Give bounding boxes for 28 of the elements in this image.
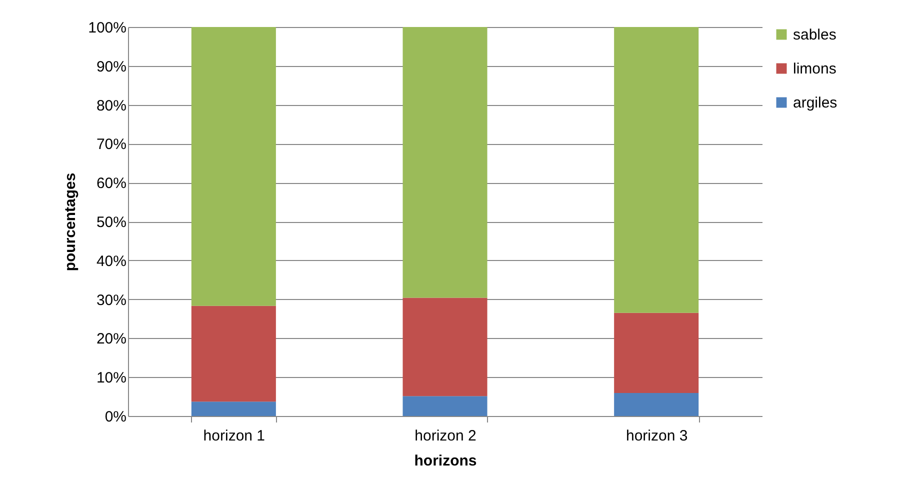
x-tick-label: horizon 1	[203, 428, 266, 444]
bar	[191, 402, 276, 416]
x-tick-label: horizon 2	[414, 428, 476, 444]
bar	[191, 306, 276, 402]
y-tick-label: 30%	[96, 292, 126, 309]
bar	[614, 393, 699, 416]
bar	[402, 27, 488, 298]
y-tick-label: 0%	[104, 408, 126, 426]
legend-label: argiles	[793, 94, 838, 112]
bar	[614, 312, 699, 394]
y-tick-label: 60%	[96, 175, 126, 192]
y-axis-title: pourcentages	[62, 172, 80, 272]
x-tick-label: horizon 3	[626, 428, 688, 444]
y-tick-label: 100%	[88, 20, 126, 36]
legend-label: limons	[793, 60, 836, 78]
y-tick-label: 10%	[96, 370, 126, 387]
y-tick-label: 50%	[96, 214, 126, 231]
y-tick-label: 80%	[96, 97, 126, 114]
y-tick-label: 90%	[96, 58, 126, 76]
bar	[191, 27, 276, 306]
legend-label: sables	[793, 26, 836, 44]
y-tick-label: 20%	[96, 330, 126, 348]
bar	[402, 298, 488, 396]
x-axis-title: horizons	[414, 452, 477, 470]
y-tick-label: 70%	[96, 136, 126, 154]
bar	[402, 396, 488, 416]
bar	[614, 27, 699, 313]
y-tick-label: 40%	[96, 252, 126, 270]
